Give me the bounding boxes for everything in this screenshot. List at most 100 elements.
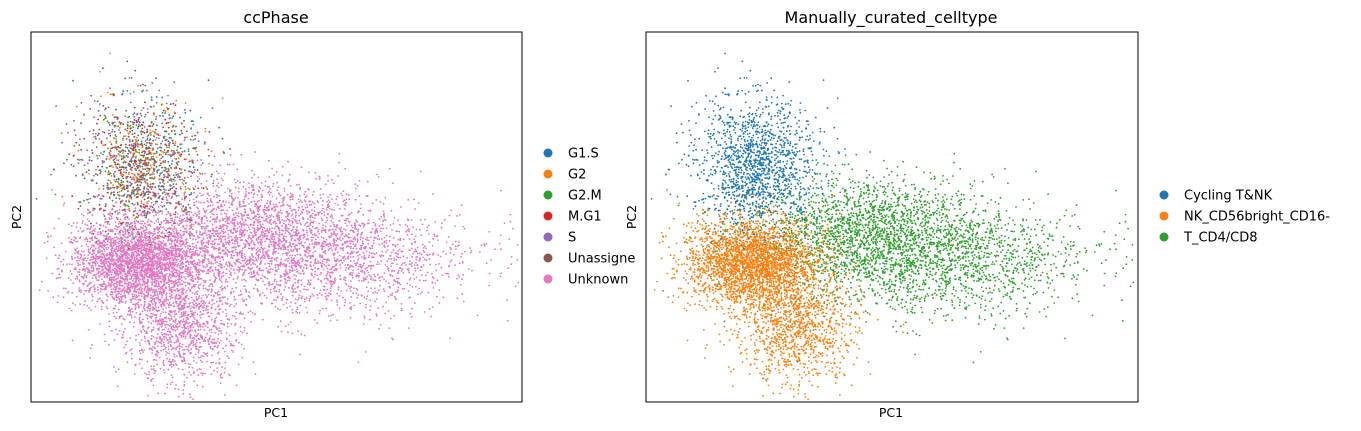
- scatter-point: [168, 352, 170, 355]
- scatter-point: [148, 343, 151, 346]
- scatter-point: [318, 175, 321, 178]
- scatter-point: [235, 338, 238, 341]
- scatter-point: [168, 233, 171, 236]
- scatter-point: [93, 287, 96, 290]
- scatter-point: [107, 229, 109, 231]
- scatter-point: [238, 312, 241, 315]
- scatter-point: [161, 212, 164, 215]
- scatter-point: [322, 193, 325, 196]
- scatter-point: [167, 317, 170, 320]
- scatter-point: [169, 363, 172, 366]
- scatter-point: [161, 266, 164, 269]
- scatter-point: [160, 245, 163, 248]
- scatter-point: [153, 291, 156, 293]
- scatter-point: [106, 253, 108, 256]
- scatter-point: [101, 273, 104, 275]
- scatter-point: [227, 237, 230, 240]
- scatter-point: [148, 231, 151, 233]
- scatter-point: [177, 338, 180, 341]
- scatter-point: [232, 344, 235, 347]
- scatter-point: [179, 297, 182, 299]
- scatter-point: [124, 282, 126, 285]
- scatter-point: [77, 252, 79, 254]
- scatter-point: [365, 297, 368, 300]
- scatter-point: [88, 329, 90, 331]
- scatter-point: [226, 264, 229, 267]
- scatter-point: [165, 269, 168, 272]
- scatter-point: [128, 218, 130, 220]
- scatter-point: [82, 257, 85, 260]
- scatter-point: [150, 220, 152, 223]
- scatter-point: [141, 255, 144, 258]
- scatter-point: [195, 296, 198, 298]
- scatter-point: [317, 214, 320, 216]
- scatter-point: [288, 271, 291, 274]
- scatter-point: [98, 248, 101, 251]
- scatter-point: [113, 297, 116, 300]
- scatter-point: [68, 241, 71, 244]
- scatter-point: [189, 352, 192, 355]
- scatter-point: [173, 249, 176, 252]
- scatter-point: [168, 301, 171, 304]
- scatter-point: [248, 228, 251, 231]
- scatter-point: [169, 338, 171, 340]
- scatter-point: [109, 241, 112, 244]
- scatter-point: [352, 243, 355, 246]
- scatter-point: [90, 237, 93, 240]
- scatter-point: [86, 257, 89, 260]
- scatter-point: [166, 267, 169, 270]
- scatter-point: [192, 198, 195, 201]
- scatter-point: [269, 187, 272, 190]
- scatter-point: [90, 266, 93, 269]
- scatter-point: [179, 271, 182, 274]
- scatter-point: [153, 280, 156, 283]
- scatter-point: [304, 190, 307, 193]
- scatter-point: [199, 283, 202, 286]
- scatter-point: [181, 306, 183, 308]
- scatter-point: [46, 240, 49, 243]
- scatter-point: [118, 208, 121, 211]
- scatter-point: [202, 284, 205, 287]
- scatter-point: [170, 232, 173, 235]
- scatter-point: [163, 254, 166, 257]
- scatter-point: [165, 326, 167, 329]
- scatter-point: [213, 272, 216, 275]
- scatter-point: [167, 333, 170, 336]
- scatter-point: [338, 207, 341, 210]
- scatter-point: [149, 309, 151, 312]
- scatter-point: [108, 223, 111, 226]
- scatter-point: [178, 217, 181, 220]
- scatter-point: [345, 193, 348, 196]
- scatter-point: [108, 313, 110, 315]
- scatter-point: [123, 245, 125, 248]
- scatter-point: [237, 294, 240, 297]
- scatter-point: [245, 298, 248, 301]
- scatter-point: [236, 168, 239, 171]
- scatter-point: [245, 214, 248, 217]
- scatter-point: [225, 344, 227, 347]
- scatter-point: [109, 211, 112, 214]
- scatter-point: [174, 247, 177, 250]
- scatter-point: [186, 251, 189, 253]
- scatter-point: [154, 274, 156, 276]
- scatter-point: [194, 293, 196, 295]
- scatter-point: [202, 302, 204, 305]
- scatter-point: [212, 179, 215, 182]
- scatter-point: [180, 268, 183, 270]
- scatter-point: [277, 268, 280, 270]
- scatter-point: [261, 189, 264, 192]
- scatter-point: [160, 293, 163, 296]
- scatter-point: [168, 341, 170, 343]
- scatter-point: [189, 393, 191, 395]
- scatter-point: [258, 185, 261, 188]
- scatter-point: [223, 371, 226, 374]
- scatter-point: [62, 263, 65, 266]
- scatter-point: [153, 346, 156, 349]
- scatter-point: [199, 341, 202, 344]
- scatter-point: [192, 326, 195, 329]
- scatter-point: [92, 285, 95, 288]
- scatter-point: [298, 201, 301, 203]
- scatter-point: [183, 326, 186, 329]
- scatter-point: [308, 171, 310, 174]
- scatter-point: [289, 204, 292, 207]
